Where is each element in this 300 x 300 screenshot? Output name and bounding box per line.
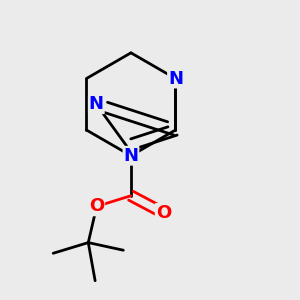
Text: N: N xyxy=(89,95,104,113)
Text: N: N xyxy=(168,70,183,88)
Text: O: O xyxy=(156,204,171,222)
Text: N: N xyxy=(123,147,138,165)
Text: O: O xyxy=(89,197,104,215)
